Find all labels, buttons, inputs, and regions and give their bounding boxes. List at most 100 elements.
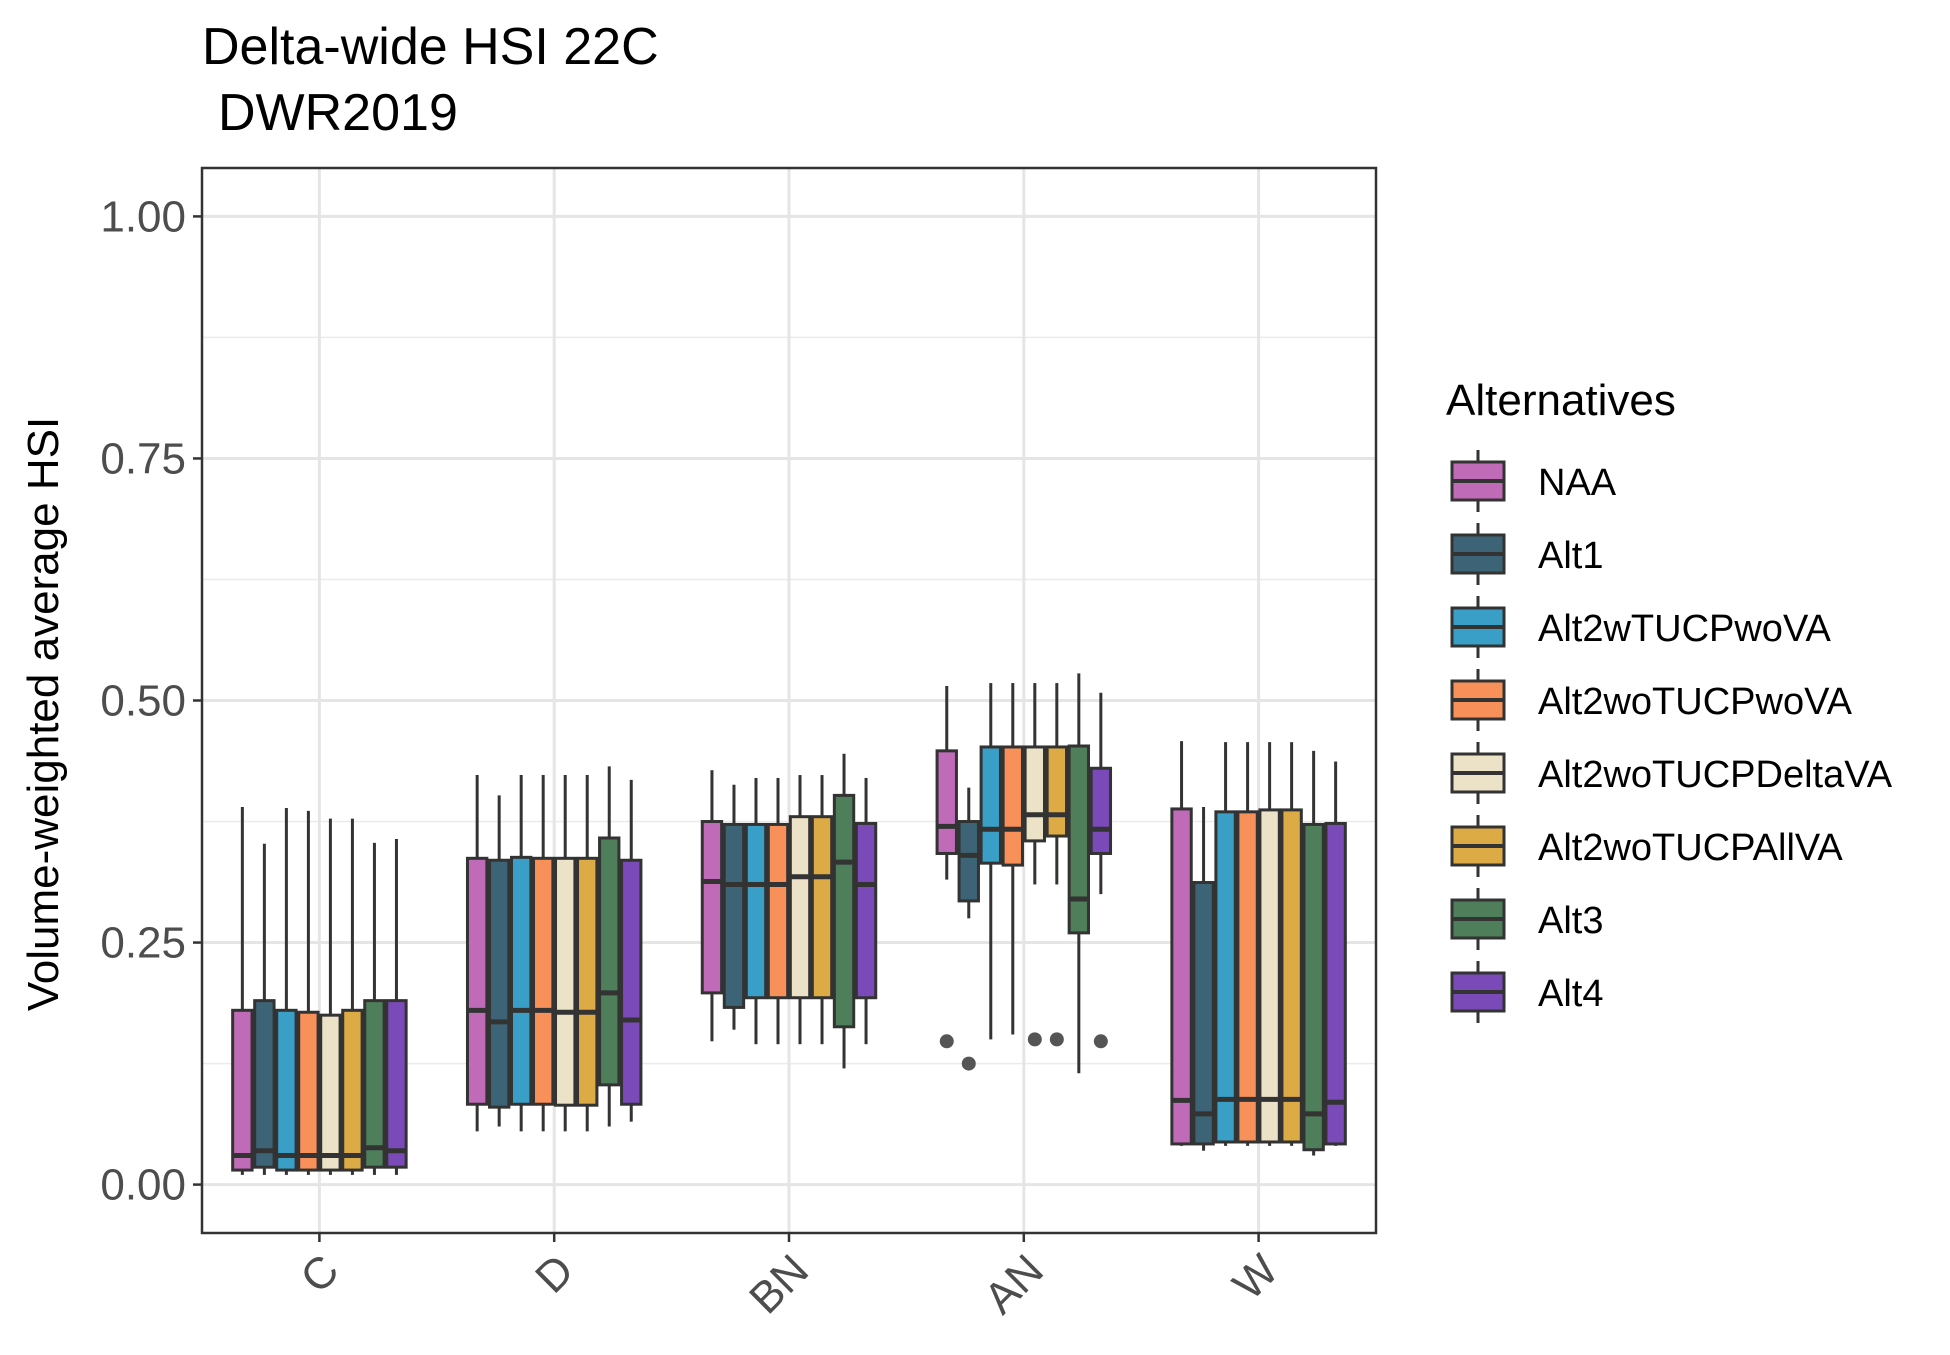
box-body xyxy=(957,820,980,903)
y-tick-label: 1.00 xyxy=(100,192,186,241)
legend-item-Alt3: Alt3 xyxy=(1450,888,1603,950)
x-tick-label-W: W xyxy=(1224,1245,1288,1309)
box-Alt2woTUCPAllVA-AN xyxy=(1045,683,1069,1047)
box-Alt1-W xyxy=(1192,807,1215,1151)
box-Alt3-BN xyxy=(832,753,856,1069)
box-Alt4-BN xyxy=(854,777,878,1045)
box-body xyxy=(1045,745,1069,838)
box-body xyxy=(1023,745,1046,843)
legend-label: Alt2woTUCPAllVA xyxy=(1538,827,1843,869)
box-Alt2woTUCPDeltaVA-BN xyxy=(788,775,812,1045)
y-tick-label: 0.25 xyxy=(100,919,186,968)
legend-label: Alt4 xyxy=(1538,973,1603,1015)
box-body xyxy=(1302,822,1325,1152)
box-Alt2woTUCPDeltaVA-D xyxy=(554,775,577,1132)
box-Alt2wTUCPwoVA-AN xyxy=(979,683,1002,1040)
box-body xyxy=(1001,745,1024,867)
box-body xyxy=(832,793,856,1029)
box-NAA-D xyxy=(465,775,489,1132)
box-body xyxy=(788,815,812,1000)
box-body xyxy=(766,822,790,1000)
y-tick-label: 0.50 xyxy=(100,677,186,726)
box-body xyxy=(700,820,724,995)
box-Alt1-AN xyxy=(957,787,980,1071)
box-Alt4-C xyxy=(385,838,408,1175)
box-body xyxy=(363,999,386,1169)
box-Alt2woTUCPwoVA-BN xyxy=(766,777,790,1045)
box-NAA-W xyxy=(1170,741,1193,1146)
legend-label: NAA xyxy=(1538,462,1617,504)
legend-label: Alt1 xyxy=(1538,535,1603,577)
box-body xyxy=(576,856,599,1107)
legend-item-NAA: NAA xyxy=(1450,450,1617,512)
box-Alt2woTUCPAllVA-D xyxy=(576,775,599,1132)
box-body xyxy=(319,1013,342,1172)
legend-label: Alt2woTUCPDeltaVA xyxy=(1538,754,1893,796)
box-Alt2woTUCPDeltaVA-W xyxy=(1258,742,1281,1146)
box-Alt4-AN xyxy=(1089,692,1113,1049)
box-Alt1-D xyxy=(487,795,511,1127)
legend-label: Alt2wTUCPwoVA xyxy=(1538,608,1831,650)
box-body xyxy=(810,815,834,1000)
box-body xyxy=(465,856,489,1106)
box-Alt2woTUCPAllVA-C xyxy=(341,818,364,1175)
y-tick-label: 0.75 xyxy=(100,434,186,483)
box-body xyxy=(854,821,878,1000)
legend-item-Alt2wTUCPwoVA: Alt2wTUCPwoVA xyxy=(1450,596,1831,658)
box-Alt3-C xyxy=(363,842,386,1175)
box-body xyxy=(1258,808,1281,1144)
box-Alt2wTUCPwoVA-D xyxy=(509,775,533,1132)
x-tick-label-BN: BN xyxy=(740,1245,818,1323)
x-tick-label-C: C xyxy=(291,1245,348,1302)
box-body xyxy=(1170,807,1193,1146)
outlier-point xyxy=(1027,1032,1042,1047)
box-body xyxy=(979,745,1002,865)
box-body xyxy=(487,858,511,1109)
chart-subtitle: DWR2019 xyxy=(218,84,458,142)
box-body xyxy=(722,822,746,1009)
box-Alt2wTUCPwoVA-BN xyxy=(744,777,768,1045)
box-Alt1-BN xyxy=(722,784,746,1030)
box-Alt3-W xyxy=(1302,750,1325,1156)
legend-item-Alt2woTUCPAllVA: Alt2woTUCPAllVA xyxy=(1450,815,1843,877)
legend-label: Alt3 xyxy=(1538,900,1603,942)
box-Alt2wTUCPwoVA-C xyxy=(275,807,298,1175)
box-Alt2woTUCPwoVA-AN xyxy=(1001,683,1024,1035)
box-body xyxy=(554,856,577,1107)
legend-item-Alt2woTUCPDeltaVA: Alt2woTUCPDeltaVA xyxy=(1450,742,1893,804)
box-Alt3-AN xyxy=(1067,673,1091,1074)
box-body xyxy=(341,1008,364,1172)
box-Alt2woTUCPDeltaVA-AN xyxy=(1023,683,1046,1047)
box-NAA-AN xyxy=(935,685,958,1049)
box-body xyxy=(935,749,958,855)
box-body xyxy=(1214,810,1237,1144)
box-body xyxy=(509,855,533,1106)
box-body xyxy=(1324,821,1347,1146)
box-NAA-C xyxy=(231,807,254,1175)
box-body xyxy=(1067,744,1091,935)
box-body xyxy=(253,999,276,1169)
box-body xyxy=(598,836,621,1087)
x-tick-label-AN: AN xyxy=(975,1245,1053,1323)
box-body xyxy=(385,999,408,1169)
box-body xyxy=(1280,808,1303,1144)
box-Alt2woTUCPwoVA-W xyxy=(1236,742,1259,1146)
box-Alt1-C xyxy=(253,843,276,1175)
box-body xyxy=(1192,881,1215,1146)
outlier-point xyxy=(961,1056,976,1071)
outlier-point xyxy=(1049,1032,1064,1047)
y-tick-label: 0.00 xyxy=(100,1161,186,1210)
box-Alt2wTUCPwoVA-W xyxy=(1214,742,1237,1146)
box-NAA-BN xyxy=(700,770,724,1042)
x-tick-label-D: D xyxy=(526,1245,583,1302)
box-body xyxy=(532,856,555,1106)
box-body xyxy=(1236,810,1259,1144)
legend-item-Alt2woTUCPwoVA: Alt2woTUCPwoVA xyxy=(1450,669,1853,731)
box-Alt2woTUCPAllVA-W xyxy=(1280,742,1303,1146)
box-body xyxy=(275,1008,298,1172)
legend-item-Alt1: Alt1 xyxy=(1450,523,1603,585)
box-body xyxy=(744,822,768,1000)
box-Alt2woTUCPDeltaVA-C xyxy=(319,818,342,1175)
